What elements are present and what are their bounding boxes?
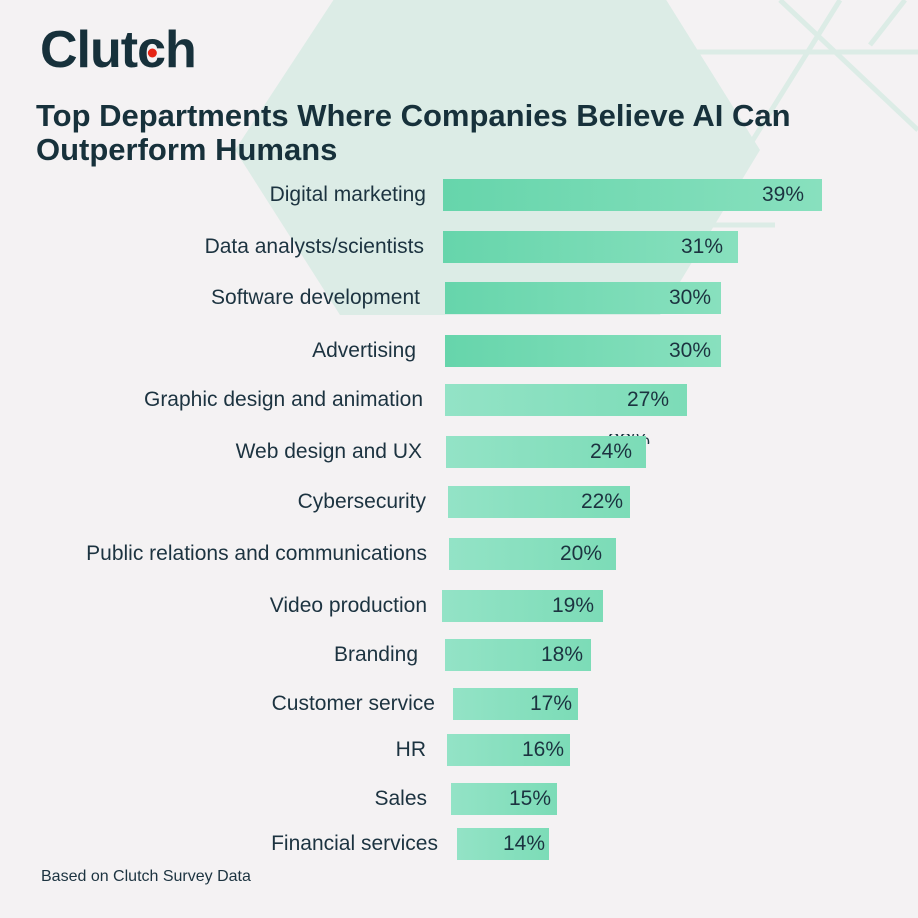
logo-c-with-dot: c	[137, 24, 166, 76]
bar-value: 31%	[681, 235, 724, 258]
bar-row: Web design and UX 24%	[0, 436, 918, 468]
bar-label: Public relations and communications	[86, 542, 427, 565]
bar-row: Cybersecurity 22%	[0, 486, 918, 518]
bar-label: Digital marketing	[269, 183, 426, 206]
bar	[457, 828, 549, 860]
bar-row: Sales 15%	[0, 783, 918, 815]
bar	[442, 590, 603, 622]
bar-value: 30%	[669, 339, 712, 362]
bar	[446, 436, 646, 468]
bar-row: Video production 19%	[0, 590, 918, 622]
bar-label: Customer service	[271, 692, 435, 715]
clutch-logo: Clutch	[40, 21, 197, 79]
red-dot-icon	[147, 48, 157, 58]
chart-title: Top Departments Where Companies Believe …	[36, 98, 791, 167]
bar-label: Video production	[269, 594, 427, 617]
bar-label: HR	[395, 738, 426, 761]
bar-value: 22%	[581, 490, 624, 513]
bar-label: Software development	[211, 286, 420, 309]
bar	[445, 335, 721, 367]
bar-value: 19%	[552, 594, 595, 617]
bar	[445, 282, 721, 314]
bar	[453, 688, 578, 720]
bar-value: 24%	[590, 440, 633, 463]
bar-value: 14%	[503, 832, 546, 855]
bar-label: Cybersecurity	[297, 490, 426, 513]
logo-text: Clut	[40, 21, 138, 79]
bar-label: Financial services	[271, 832, 438, 855]
bar	[448, 486, 630, 518]
bar-row: Financial services 14%	[0, 828, 918, 860]
bar-row: Public relations and communications 20%	[0, 538, 918, 570]
bar	[443, 179, 822, 211]
bar-value: 15%	[509, 787, 552, 810]
bar-value: 30%	[669, 286, 712, 309]
bar-label: Data analysts/scientists	[204, 235, 424, 258]
bar-row: Branding 18%	[0, 639, 918, 671]
bar-label: Web design and UX	[235, 440, 422, 463]
bar	[445, 639, 591, 671]
bar-label: Advertising	[312, 339, 416, 362]
bar-value: 16%	[522, 738, 565, 761]
bar-value: 27%	[627, 388, 670, 411]
bar-row: Software development 30%	[0, 282, 918, 314]
source-note: Based on Clutch Survey Data	[41, 868, 251, 885]
bar-label: Sales	[374, 787, 427, 810]
bar	[449, 538, 616, 570]
bar-row: Graphic design and animation 27%	[0, 384, 918, 416]
bar-row: Digital marketing 39%	[0, 179, 918, 211]
bar-row: Customer service 17%	[0, 688, 918, 720]
bar	[443, 231, 738, 263]
bar-value: 39%	[762, 183, 805, 206]
bar-row: Advertising 30%	[0, 335, 918, 367]
bar-row: Data analysts/scientists 31%	[0, 231, 918, 263]
bar-row: HR 16%	[0, 734, 918, 766]
bar	[445, 384, 687, 416]
bar-label: Branding	[333, 643, 418, 666]
bar-value: 20%	[560, 542, 603, 565]
bar-value: 17%	[530, 692, 573, 715]
logo-text-end: h	[165, 21, 197, 79]
bar-label: Graphic design and animation	[143, 388, 423, 411]
bar	[451, 783, 557, 815]
bar	[447, 734, 570, 766]
bar-value: 18%	[541, 643, 584, 666]
